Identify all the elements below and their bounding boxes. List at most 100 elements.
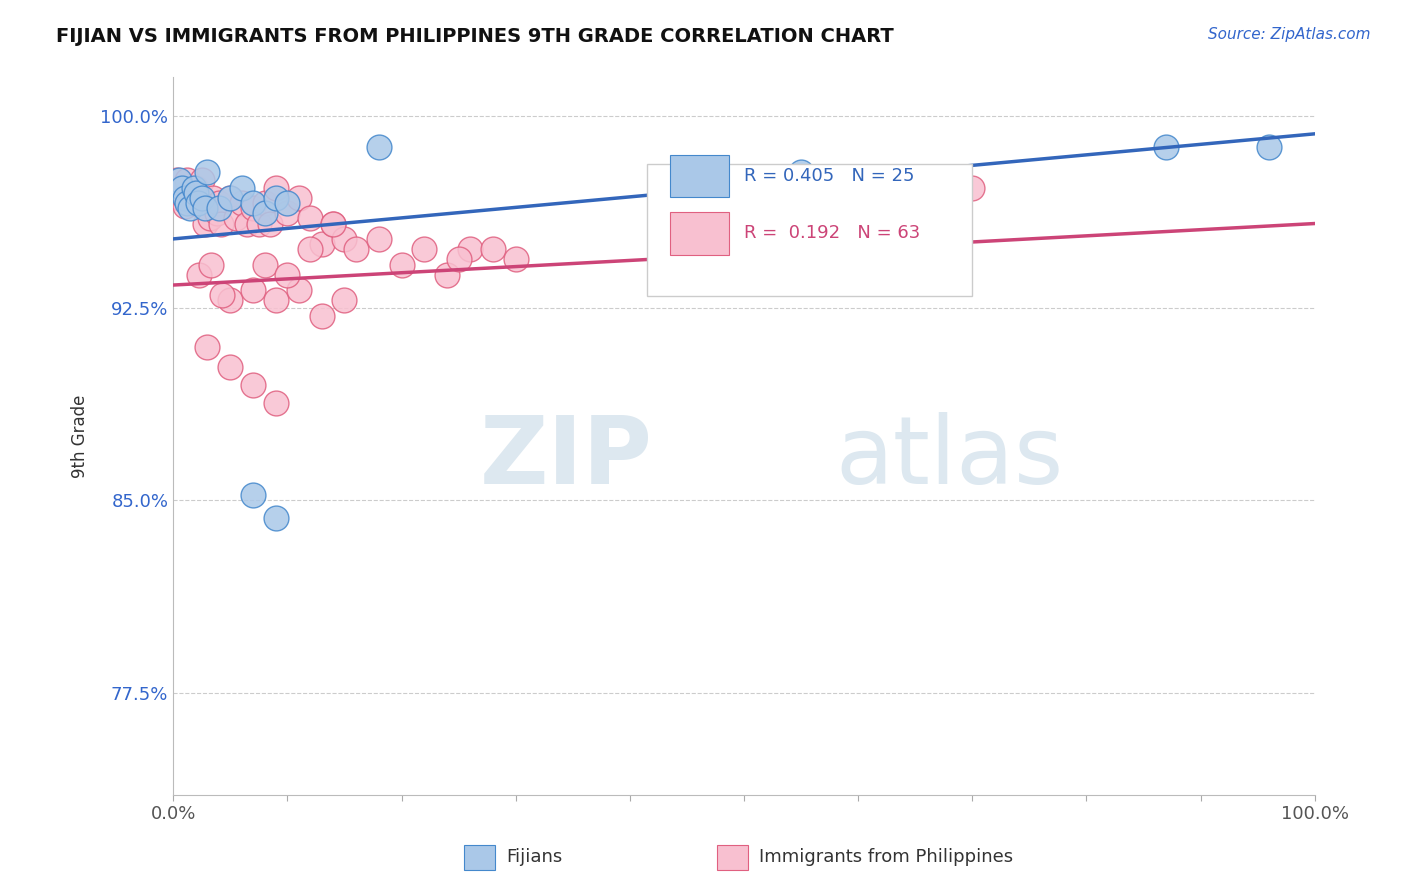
Point (187, 196, 209, 211)
Text: FIJIAN VS IMMIGRANTS FROM PHILIPPINES 9TH GRADE CORRELATION CHART: FIJIAN VS IMMIGRANTS FROM PHILIPPINES 9T… (56, 27, 894, 45)
Text: ZIP: ZIP (479, 412, 652, 504)
Point (242, 378, 264, 392)
Point (253, 196, 276, 211)
Text: atlas: atlas (835, 412, 1063, 504)
FancyBboxPatch shape (669, 212, 730, 255)
Point (176, 196, 198, 211)
Point (264, 511, 287, 525)
Point (915, 180, 938, 194)
Point (242, 488, 264, 502)
Point (219, 293, 242, 308)
Point (231, 196, 253, 211)
Point (253, 206, 276, 220)
Point (187, 191, 209, 205)
Point (166, 173, 188, 187)
Point (322, 217, 344, 231)
Point (813, 201, 835, 215)
Point (276, 268, 298, 282)
Point (242, 283, 264, 297)
Text: Fijians: Fijians (506, 848, 562, 866)
Point (197, 196, 219, 211)
Point (311, 309, 333, 323)
Point (208, 196, 231, 211)
Point (197, 340, 219, 354)
Point (264, 180, 287, 194)
Point (190, 173, 212, 187)
Point (962, 180, 984, 194)
Point (198, 211, 221, 226)
Text: R =  0.192   N = 63: R = 0.192 N = 63 (744, 224, 921, 242)
Point (259, 217, 281, 231)
Point (209, 217, 232, 231)
Text: R = 0.405   N = 25: R = 0.405 N = 25 (744, 167, 914, 185)
Point (208, 201, 231, 215)
Point (367, 232, 389, 246)
Point (173, 191, 195, 205)
Point (194, 217, 217, 231)
Point (333, 293, 356, 308)
FancyBboxPatch shape (669, 155, 730, 197)
Point (333, 232, 356, 246)
Point (344, 242, 367, 256)
Point (219, 191, 242, 205)
Point (264, 293, 287, 308)
Point (179, 201, 201, 215)
Point (194, 201, 217, 215)
Point (299, 242, 322, 256)
Point (264, 191, 287, 205)
Point (169, 191, 191, 205)
Point (247, 217, 270, 231)
Point (482, 242, 505, 256)
Point (276, 196, 298, 211)
Point (236, 217, 259, 231)
Point (458, 242, 481, 256)
Point (200, 258, 222, 272)
Point (188, 268, 211, 282)
Point (219, 191, 242, 205)
Point (184, 180, 207, 194)
Point (197, 165, 219, 179)
Point (311, 237, 333, 252)
Point (391, 258, 413, 272)
Point (253, 258, 276, 272)
Point (288, 283, 311, 297)
Point (219, 359, 242, 374)
Point (183, 196, 205, 211)
Point (231, 180, 253, 194)
Point (288, 191, 311, 205)
FancyBboxPatch shape (647, 163, 973, 296)
Point (505, 252, 527, 267)
Point (172, 180, 194, 194)
Text: Source: ZipAtlas.com: Source: ZipAtlas.com (1208, 27, 1371, 42)
Point (202, 191, 225, 205)
Point (225, 211, 247, 226)
Point (413, 242, 436, 256)
Point (927, 186, 949, 200)
Point (436, 268, 458, 282)
Text: Immigrants from Philippines: Immigrants from Philippines (759, 848, 1014, 866)
Point (205, 206, 228, 220)
Point (242, 196, 264, 211)
Point (172, 180, 194, 194)
Point (176, 173, 198, 187)
Point (242, 201, 264, 215)
Y-axis label: 9th Grade: 9th Grade (72, 394, 89, 478)
Point (190, 191, 212, 205)
Point (179, 186, 201, 200)
Point (184, 186, 207, 200)
Point (755, 217, 778, 231)
Point (167, 173, 190, 187)
Point (264, 396, 287, 410)
Point (447, 252, 470, 267)
Point (211, 288, 233, 302)
Point (1258, 139, 1281, 153)
Point (276, 206, 298, 220)
Point (299, 211, 322, 226)
Point (322, 217, 344, 231)
Point (870, 191, 893, 205)
Point (173, 198, 195, 212)
Point (367, 139, 389, 153)
Point (1156, 139, 1178, 153)
Point (183, 180, 205, 194)
Point (790, 165, 813, 179)
